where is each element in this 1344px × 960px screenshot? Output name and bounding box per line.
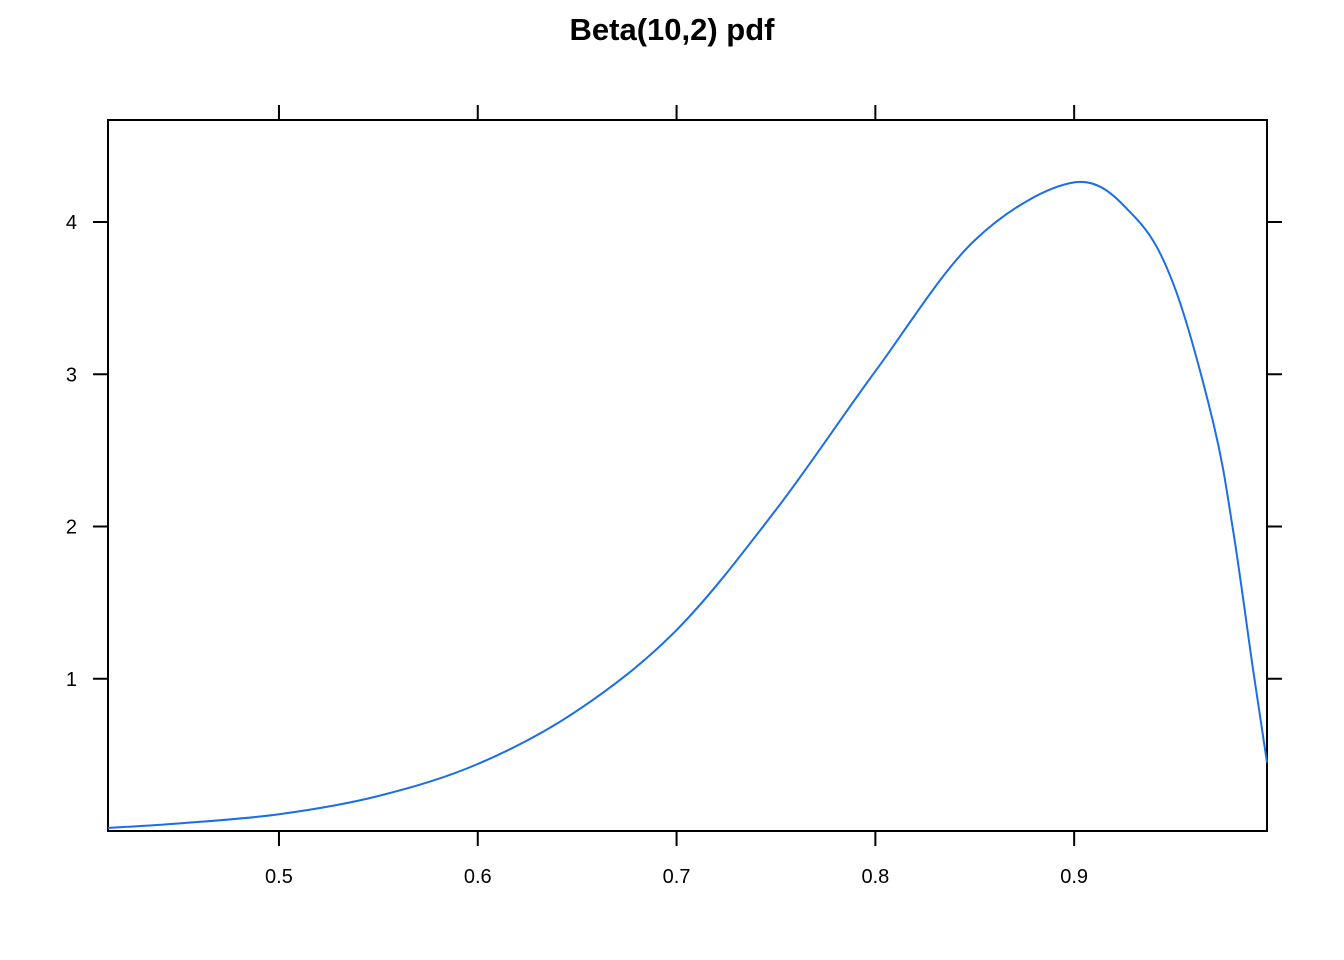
x-tick-label: 0.9	[1060, 866, 1088, 888]
y-tick-label: 3	[66, 364, 77, 386]
series-line	[107, 180, 1268, 829]
x-tick-label: 0.5	[265, 866, 293, 888]
x-tick-label: 0.7	[663, 866, 691, 888]
series-layer	[107, 180, 1268, 829]
x-tick-label: 0.8	[861, 866, 889, 888]
y-tick-label: 2	[66, 517, 77, 539]
plot-frame	[107, 119, 1268, 832]
chart-title: Beta(10,2) pdf	[569, 12, 775, 47]
x-tick-label: 0.6	[464, 866, 492, 888]
y-tick-label: 1	[66, 669, 77, 691]
y-tick-label: 4	[66, 212, 77, 234]
axis-ticks: 0.5 0.6 0.7 0.8 0.9 1 2 3 4	[66, 105, 1282, 888]
